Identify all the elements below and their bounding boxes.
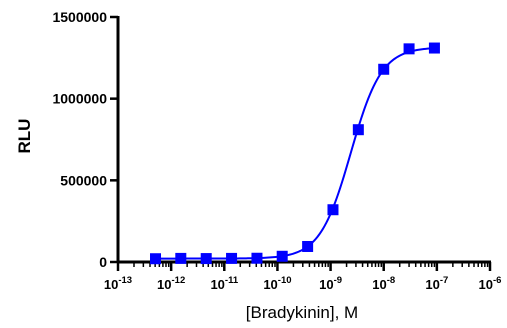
y-tick-label: 0	[99, 254, 107, 270]
x-tick-label: 10-9	[319, 275, 342, 292]
data-point	[150, 253, 162, 265]
y-tick-label: 500000	[60, 172, 107, 188]
plot-area	[150, 42, 440, 265]
data-point	[428, 42, 440, 54]
data-point	[226, 252, 238, 264]
x-tick-label: 10-12	[157, 275, 185, 292]
x-axis-title: [Bradykinin], M	[246, 303, 358, 322]
y-axis: 0 500000 1000000 1500000	[52, 9, 120, 270]
data-point	[200, 253, 212, 265]
data-point	[175, 252, 187, 264]
x-tick-label: 10-10	[263, 275, 291, 292]
data-point	[302, 240, 314, 252]
data-point	[378, 63, 390, 75]
data-point	[251, 252, 263, 264]
x-tick-label: 10-11	[210, 275, 238, 292]
fit-curve	[155, 47, 435, 260]
data-point	[276, 250, 288, 262]
data-point	[403, 43, 415, 55]
y-tick-label: 1000000	[52, 91, 107, 107]
x-axis: 10-13 10-12 10-11 10-10 10-9 10-8 10-7 10-6	[104, 260, 502, 292]
x-tick-label: 10-7	[425, 275, 448, 292]
x-tick-label: 10-6	[479, 275, 502, 292]
data-point	[352, 124, 364, 136]
y-tick-label: 1500000	[52, 9, 107, 25]
y-axis-title: RLU	[15, 119, 34, 154]
data-point	[327, 204, 339, 216]
x-tick-label: 10-13	[104, 275, 132, 292]
x-tick-label: 10-8	[372, 275, 395, 292]
